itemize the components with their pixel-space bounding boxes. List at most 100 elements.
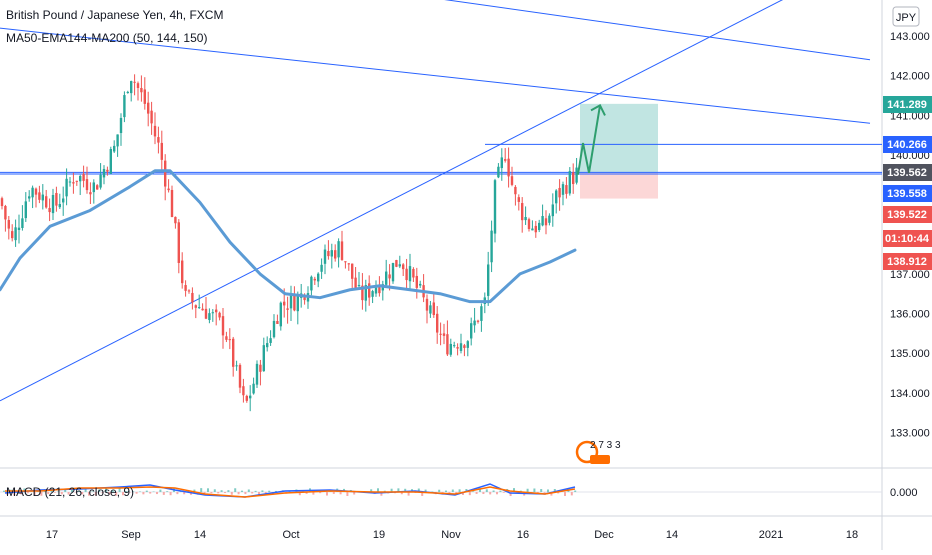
macd-histogram-bar — [370, 489, 373, 492]
candle-body — [92, 182, 95, 193]
price-badge — [883, 164, 932, 181]
candle-body — [242, 386, 245, 396]
macd-histogram-bar — [159, 489, 162, 492]
candle-body — [493, 180, 497, 234]
macd-histogram-bar — [132, 491, 135, 492]
indicator-legend-macd[interactable]: MACD (21, 26, close, 9) — [6, 485, 135, 499]
price-tick-label: 133.000 — [890, 428, 930, 440]
macd-histogram-bar — [169, 492, 172, 496]
candle-body — [354, 277, 357, 288]
macd-histogram-bar — [468, 492, 471, 496]
macd-histogram-bar — [203, 492, 206, 494]
macd-histogram-bar — [513, 488, 515, 492]
macd-histogram-bar — [224, 492, 226, 494]
macd-histogram-bar — [81, 492, 84, 495]
candle-body — [96, 185, 99, 190]
candle-body — [21, 218, 24, 228]
candle-body — [310, 276, 313, 291]
candle-body — [497, 166, 500, 178]
macd-histogram-bar — [210, 492, 213, 494]
macd-histogram-bar — [254, 490, 257, 492]
events-badge-numbers: 2 7 3 3 — [590, 440, 621, 451]
macd-histogram-bar — [570, 492, 573, 496]
candle-body — [208, 313, 211, 321]
price-badge-label: 139.522 — [887, 209, 927, 221]
candle-body — [45, 196, 48, 208]
candle-body — [150, 110, 153, 124]
candle-body — [68, 181, 72, 183]
candle-body — [425, 298, 429, 311]
macd-histogram-bar — [339, 492, 342, 495]
macd-histogram-bar — [499, 490, 502, 492]
candle-body — [211, 312, 214, 314]
candle-body — [116, 134, 119, 147]
macd-histogram-bar — [251, 492, 254, 494]
candle-body — [269, 338, 272, 343]
macd-histogram-bar — [84, 488, 87, 492]
symbol-title[interactable]: British Pound / Japanese Yen, 4h, FXCM — [6, 8, 224, 22]
candle-body — [65, 178, 68, 197]
candle-body — [221, 316, 225, 336]
candle-body — [62, 198, 65, 203]
macd-histogram-bar — [445, 490, 447, 492]
macd-histogram-bar — [111, 490, 114, 492]
macd-histogram-bar — [438, 489, 441, 492]
macd-histogram-bar — [149, 492, 152, 494]
candle-body — [7, 219, 10, 229]
candle-body — [123, 95, 126, 118]
macd-histogram-bar — [193, 489, 196, 492]
macd-histogram-bar — [33, 492, 36, 496]
macd-histogram-bar — [217, 492, 220, 494]
macd-histogram-bar — [482, 492, 485, 495]
price-tick-label: 134.000 — [890, 388, 930, 400]
macd-histogram-bar — [230, 492, 233, 495]
macd-histogram-bar — [509, 492, 512, 496]
candle-body — [153, 125, 157, 137]
candle-body — [255, 363, 259, 385]
macd-histogram-bar — [237, 492, 240, 495]
price-tick-label: 135.000 — [890, 348, 930, 360]
candle-body — [235, 365, 238, 367]
candle-body — [198, 307, 201, 309]
time-tick-label: 2021 — [759, 529, 783, 541]
macd-histogram-bar — [54, 492, 56, 493]
events-badge-back — [590, 455, 610, 464]
candle-body — [347, 263, 350, 265]
time-tick-label: Oct — [282, 529, 299, 541]
currency-box — [892, 6, 920, 27]
macd-histogram-bar — [298, 492, 301, 496]
price-tick-label: 142.000 — [890, 71, 930, 83]
macd-histogram-bar — [207, 488, 209, 492]
candle-body — [476, 320, 480, 322]
ma-line — [0, 169, 577, 304]
candle-body — [541, 216, 544, 226]
indicator-legend-ma[interactable]: MA50-EMA144-MA200 (50, 144, 150) — [6, 31, 208, 45]
macd-histogram-bar — [105, 488, 107, 492]
candle-body — [140, 87, 143, 93]
macd-histogram-bar — [312, 492, 315, 495]
macd-histogram-bar — [122, 492, 124, 496]
candle-body — [368, 283, 371, 298]
candle-body — [11, 231, 14, 239]
macd-histogram-bar — [397, 488, 400, 492]
macd-histogram-bar — [496, 492, 498, 495]
candle-body — [313, 278, 316, 281]
macd-histogram-bar — [400, 492, 403, 495]
candle-body — [289, 293, 293, 309]
macd-histogram-bar — [40, 492, 43, 496]
candle-body — [456, 347, 459, 349]
candle-body — [126, 91, 129, 93]
candle-body — [439, 333, 442, 335]
macd-histogram-bar — [485, 489, 488, 492]
candle-body — [184, 285, 187, 291]
candle-body — [446, 334, 449, 355]
candle-body — [296, 295, 299, 312]
candle-body — [527, 219, 531, 229]
macd-histogram-bar — [377, 488, 379, 492]
candle-body — [357, 284, 361, 287]
candle-body — [555, 190, 558, 204]
price-badge-label: 01:10:44 — [885, 233, 930, 245]
macd-histogram-bar — [20, 492, 22, 495]
